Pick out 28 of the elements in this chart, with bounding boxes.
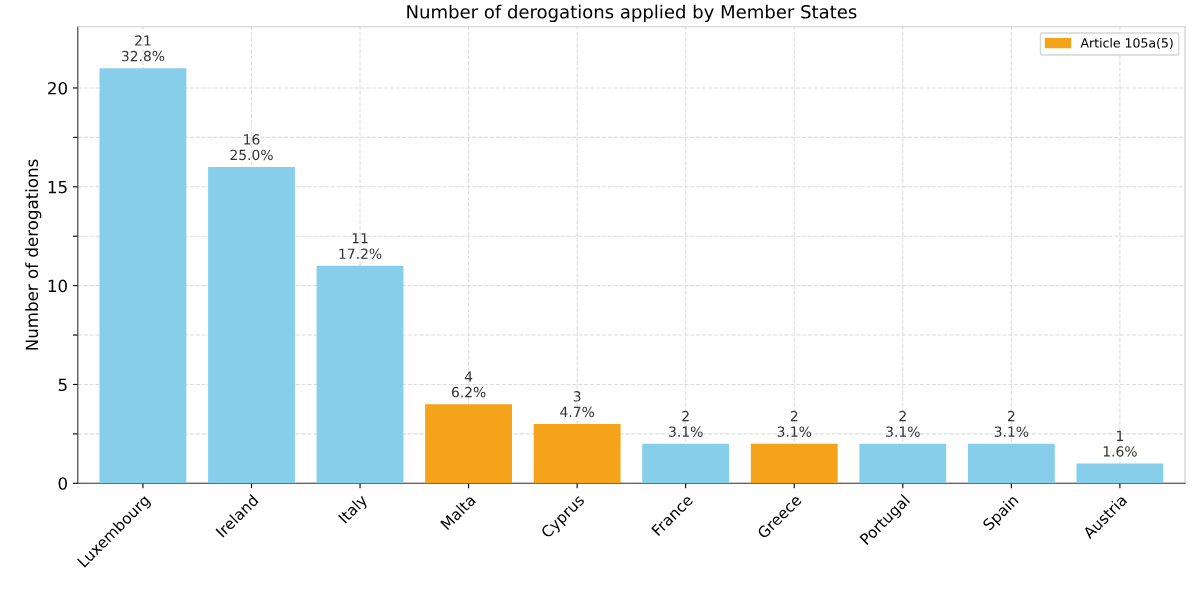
- legend-label: Article 105a(5): [1080, 37, 1173, 50]
- data-label: 3 4.7%: [560, 391, 595, 418]
- y-tick-label: 0: [58, 477, 67, 490]
- bar: [750, 443, 838, 484]
- data-label: 2 3.1%: [886, 410, 920, 437]
- y-tick-label: 20: [48, 81, 67, 95]
- data-label: 2 3.1%: [669, 410, 703, 437]
- chart-title: Number of derogations applied by Member States: [407, 4, 857, 23]
- bar: [642, 443, 730, 484]
- data-label: 11 17.2%: [339, 233, 382, 259]
- bar: [425, 404, 513, 484]
- y-axis-title: Number of derogations: [25, 159, 42, 350]
- data-label: 4 6.2%: [451, 371, 486, 398]
- y-tick-label: 10: [48, 279, 67, 293]
- y-tick-label: 5: [58, 378, 67, 392]
- data-label: 16 25.0%: [230, 134, 273, 161]
- bar: [208, 167, 295, 484]
- data-label: 1 1.6%: [1103, 430, 1137, 457]
- bar: [859, 443, 947, 484]
- data-label: 2 3.1%: [994, 410, 1029, 437]
- y-tick-label: 15: [48, 180, 67, 194]
- bar: [99, 68, 187, 484]
- bar: [1076, 463, 1164, 484]
- bar: [967, 443, 1055, 484]
- bar: [316, 265, 404, 484]
- data-label: 2 3.1%: [777, 410, 812, 437]
- data-label: 21 32.8%: [121, 35, 165, 62]
- bar: [533, 424, 621, 484]
